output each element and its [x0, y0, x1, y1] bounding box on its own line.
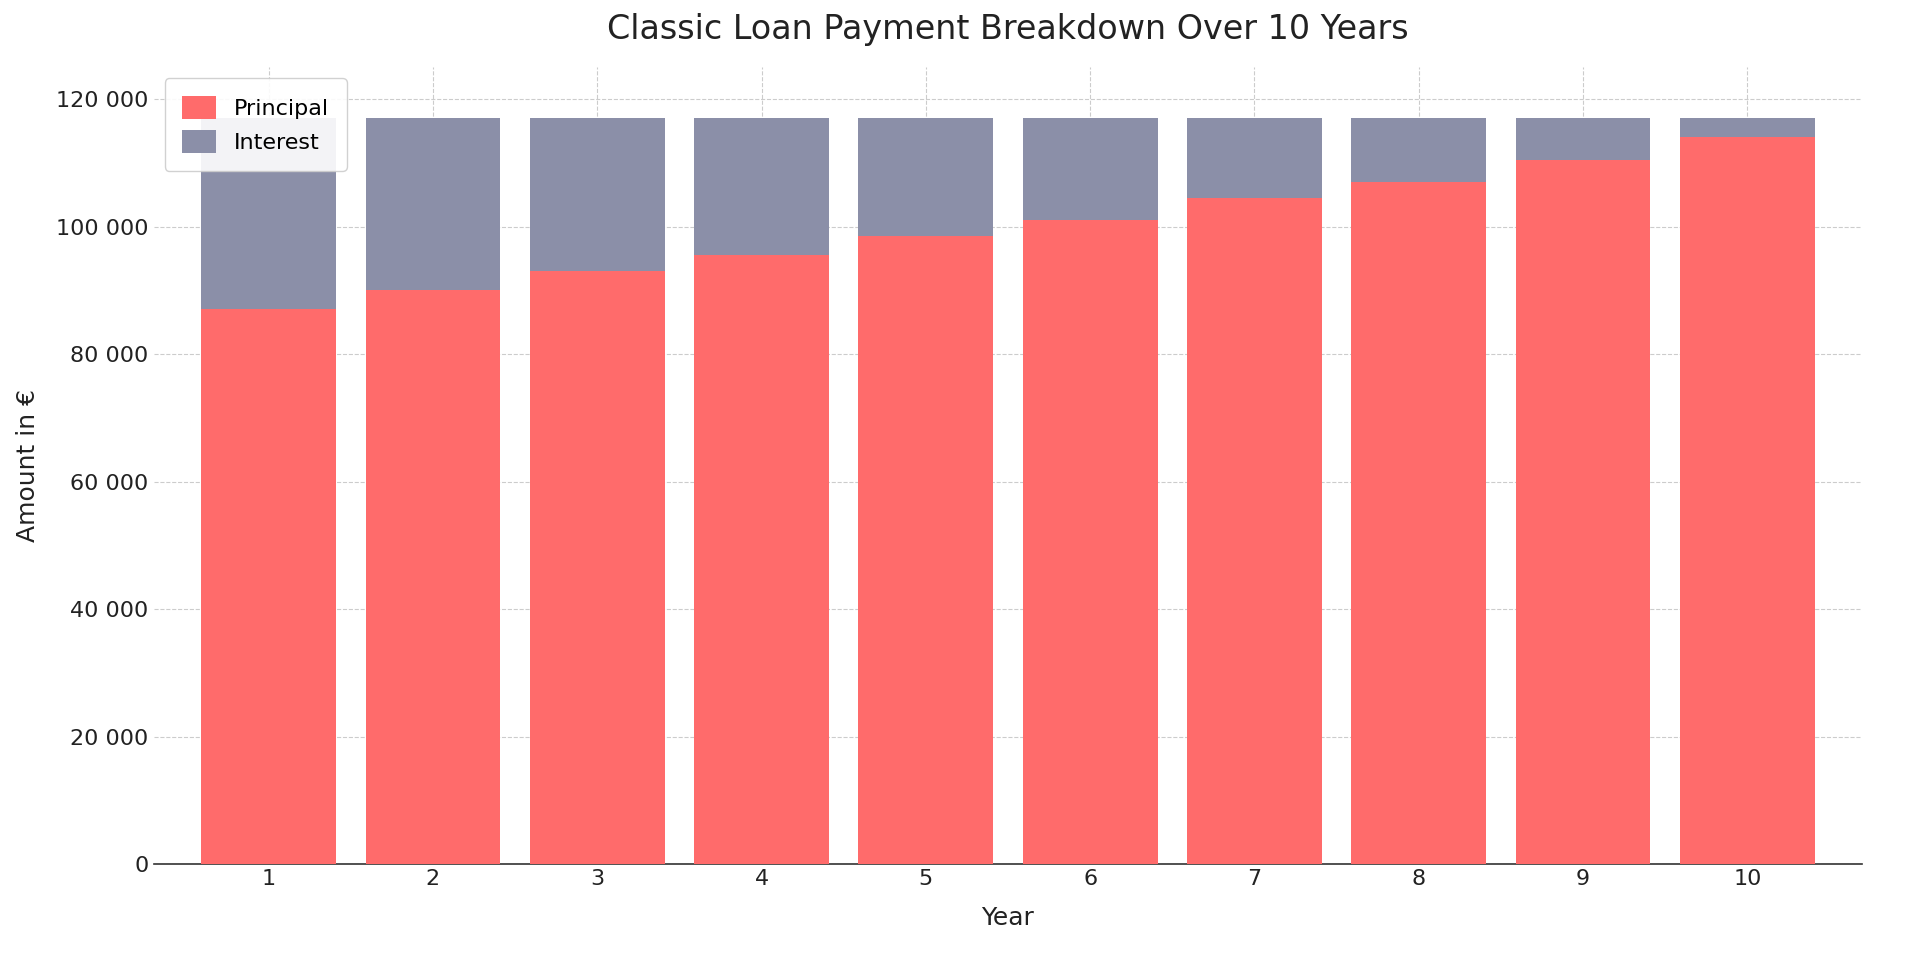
Title: Classic Loan Payment Breakdown Over 10 Years: Classic Loan Payment Breakdown Over 10 Y… [607, 13, 1409, 46]
Bar [1515, 118, 1651, 159]
Bar [202, 118, 336, 309]
Bar [1023, 118, 1158, 220]
Y-axis label: Amount in €: Amount in € [15, 389, 40, 542]
Bar [695, 118, 829, 255]
Bar [1680, 118, 1814, 137]
Bar [530, 118, 664, 271]
Bar [365, 118, 501, 290]
Bar [1187, 118, 1321, 198]
Bar [365, 290, 501, 864]
Bar [530, 271, 664, 864]
Bar [1680, 137, 1814, 864]
X-axis label: Year: Year [981, 905, 1035, 929]
Bar [1023, 220, 1158, 864]
Bar [1352, 118, 1486, 182]
Bar [858, 236, 993, 864]
Bar [695, 255, 829, 864]
Bar [202, 309, 336, 864]
Bar [1515, 159, 1651, 864]
Bar [858, 118, 993, 236]
Legend: Principal, Interest: Principal, Interest [165, 79, 346, 171]
Bar [1352, 182, 1486, 864]
Bar [1187, 198, 1321, 864]
